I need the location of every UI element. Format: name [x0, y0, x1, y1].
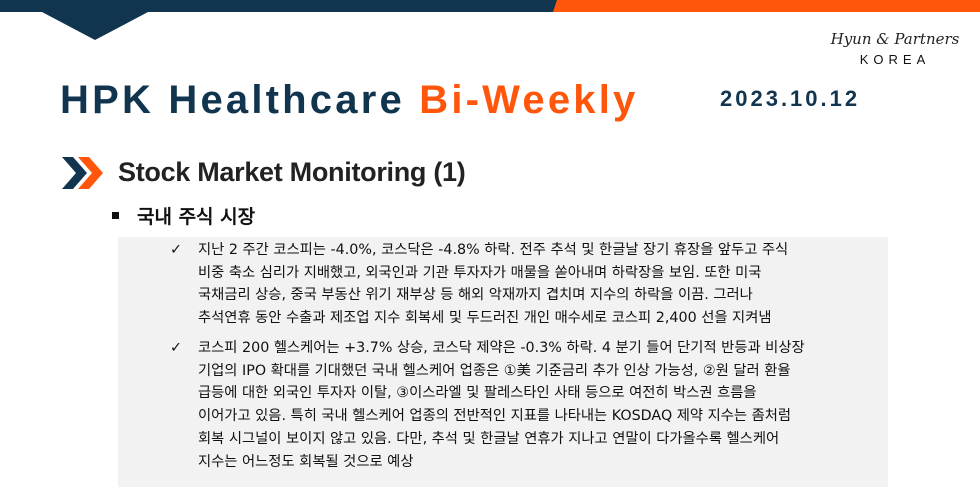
double-chevron-right-icon [62, 157, 103, 189]
section-title: Stock Market Monitoring (1) [118, 157, 466, 187]
page-title: HPK Healthcare Bi-Weekly [60, 78, 639, 123]
top-bar-navy [0, 0, 560, 12]
bullet-line: 국채금리 상승, 중국 부동산 위기 재부상 등 해외 악재까지 겹치며 지수의… [198, 287, 753, 304]
bullet-line: 지수는 어느정도 회복될 것으로 예상 [198, 453, 414, 470]
bullet-item-1: ✓ 지난 2 주간 코스피는 -4.0%, 코스닥은 -4.8% 하락. 전주 … [170, 239, 870, 330]
bullet-line: 기업의 IPO 확대를 기대했던 국내 헬스케어 업종은 ①美 기준금리 추가 … [198, 362, 791, 379]
bullet-line: 추석연휴 동안 수출과 제조업 지수 회복세 및 두드러진 개인 매수세로 코스… [198, 310, 772, 327]
title-part1: HPK Healthcare [60, 78, 405, 122]
bullet-line: 급등에 대한 외국인 투자자 이탈, ③이스라엘 및 팔레스타인 사태 등으로 … [198, 385, 757, 402]
title-part2: Bi-Weekly [419, 78, 639, 122]
subheading: 국내 주식 시장 [112, 202, 255, 229]
bullet-line: 회복 시그널이 보이지 않고 있음. 다만, 추석 및 한글날 연휴가 지나고 … [198, 430, 780, 447]
bullet-line: 이어가고 있음. 특히 국내 헬스케어 업종의 전반적인 지표를 나타내는 KO… [198, 408, 792, 425]
check-icon: ✓ [170, 242, 182, 258]
logo-script: Hyun & Partners [830, 30, 960, 48]
bullet-item-2: ✓ 코스피 200 헬스케어는 +3.7% 상승, 코스닥 제약은 -0.3% … [170, 337, 870, 473]
bullet-line: 지난 2 주간 코스피는 -4.0%, 코스닥은 -4.8% 하락. 전주 추석… [198, 242, 789, 258]
header-triangle-decoration [42, 12, 148, 40]
logo-sub: KOREA [859, 52, 931, 67]
issue-date: 2023.10.12 [720, 86, 861, 111]
bullet-line: 코스피 200 헬스케어는 +3.7% 상승, 코스닥 제약은 -0.3% 하락… [198, 340, 805, 356]
content-box: ✓ 지난 2 주간 코스피는 -4.0%, 코스닥은 -4.8% 하락. 전주 … [118, 237, 888, 487]
top-bar-orange [553, 0, 980, 12]
subheading-text: 국내 주식 시장 [137, 206, 256, 228]
square-bullet-icon [112, 212, 119, 219]
check-icon: ✓ [170, 340, 182, 356]
company-logo: Hyun & Partners KOREA [820, 30, 970, 67]
bullet-line: 비중 축소 심리가 지배했고, 외국인과 기관 투자자가 매물을 쏟아내며 하락… [198, 264, 762, 281]
